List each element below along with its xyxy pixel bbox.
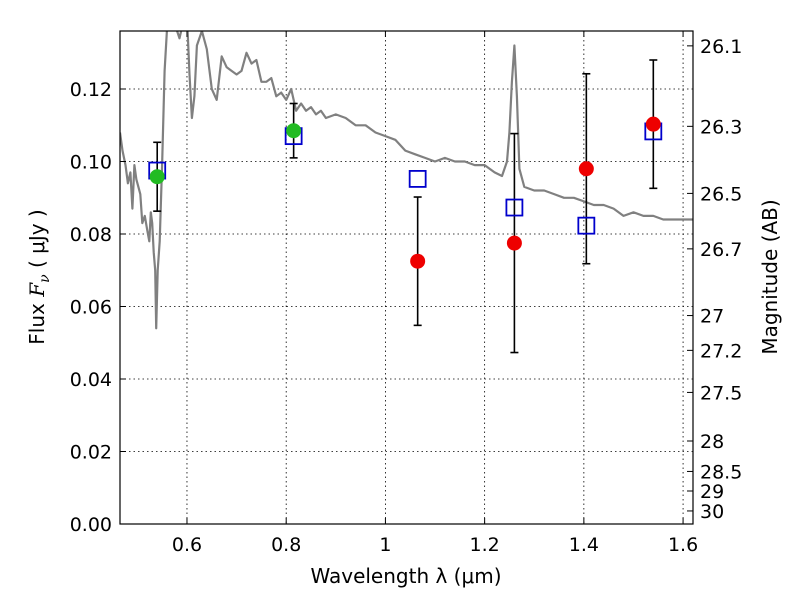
- y-axis-label-subscript: ν: [37, 274, 53, 283]
- observed-nir-point: [578, 161, 594, 177]
- x-tick-label: 1.2: [470, 534, 500, 556]
- y-tick-label: 0.08: [70, 224, 112, 246]
- y-tick-label: 0.12: [70, 79, 112, 101]
- y2-tick-label: 27.2: [700, 340, 742, 362]
- y-tick-label: 0.06: [70, 297, 112, 319]
- y2-axis-label: Magnitude (AB): [758, 199, 782, 354]
- y2-tick-label: 26.3: [700, 116, 742, 138]
- model-photometry-square: [505, 198, 524, 217]
- model-photometry-square: [577, 216, 596, 235]
- y2-tick-label: 28: [700, 431, 724, 453]
- observed-nir-point: [410, 253, 426, 269]
- plot-frame: [119, 30, 694, 525]
- x-tick-label: 0.8: [271, 534, 301, 556]
- plot-area: [120, 31, 693, 354]
- axis-ticks: 0.6 0.8 1 1.2 1.4 1.6 0.00 0.02 0.04 0.06 0.08 0.10…: [70, 31, 742, 556]
- model-photometry-square: [408, 169, 427, 188]
- y2-tick-label: 28.5: [700, 461, 742, 483]
- x-axis-label: Wavelength λ (μm): [310, 564, 501, 588]
- y-tick-label: 0.04: [70, 369, 112, 391]
- y2-tick-label: 26.7: [700, 239, 742, 261]
- y-axis-label-units: ( μJy ): [25, 209, 49, 274]
- y-tick-label: 0.10: [70, 152, 112, 174]
- y-axis-label: Flux Fν ( μJy ): [25, 209, 53, 344]
- y2-tick-label: 27: [700, 306, 724, 328]
- x-tick-label: 1: [379, 534, 391, 556]
- y2-tick-label: 27.5: [700, 382, 742, 404]
- x-tick-label: 0.6: [172, 534, 202, 556]
- grid: [120, 31, 693, 524]
- y2-tick-label: 26.1: [700, 36, 742, 58]
- model-spectrum-line: [120, 31, 693, 330]
- y2-tick-label: 26.5: [700, 183, 742, 205]
- x-tick-label: 1.6: [668, 534, 698, 556]
- y-axis-label-prefix: Flux: [25, 297, 49, 345]
- observed-nir-point: [506, 235, 522, 251]
- observed-nir-point: [645, 116, 661, 132]
- y2-tick-label: 29: [700, 481, 724, 503]
- observed-optical-point: [286, 123, 302, 139]
- observed-optical-point: [149, 169, 165, 185]
- y2-tick-label: 30: [700, 501, 724, 523]
- y-axis-label-symbol: F: [25, 282, 49, 298]
- y-tick-label: 0.02: [70, 442, 112, 464]
- y-tick-label: 0.00: [70, 514, 112, 536]
- x-tick-label: 1.4: [569, 534, 599, 556]
